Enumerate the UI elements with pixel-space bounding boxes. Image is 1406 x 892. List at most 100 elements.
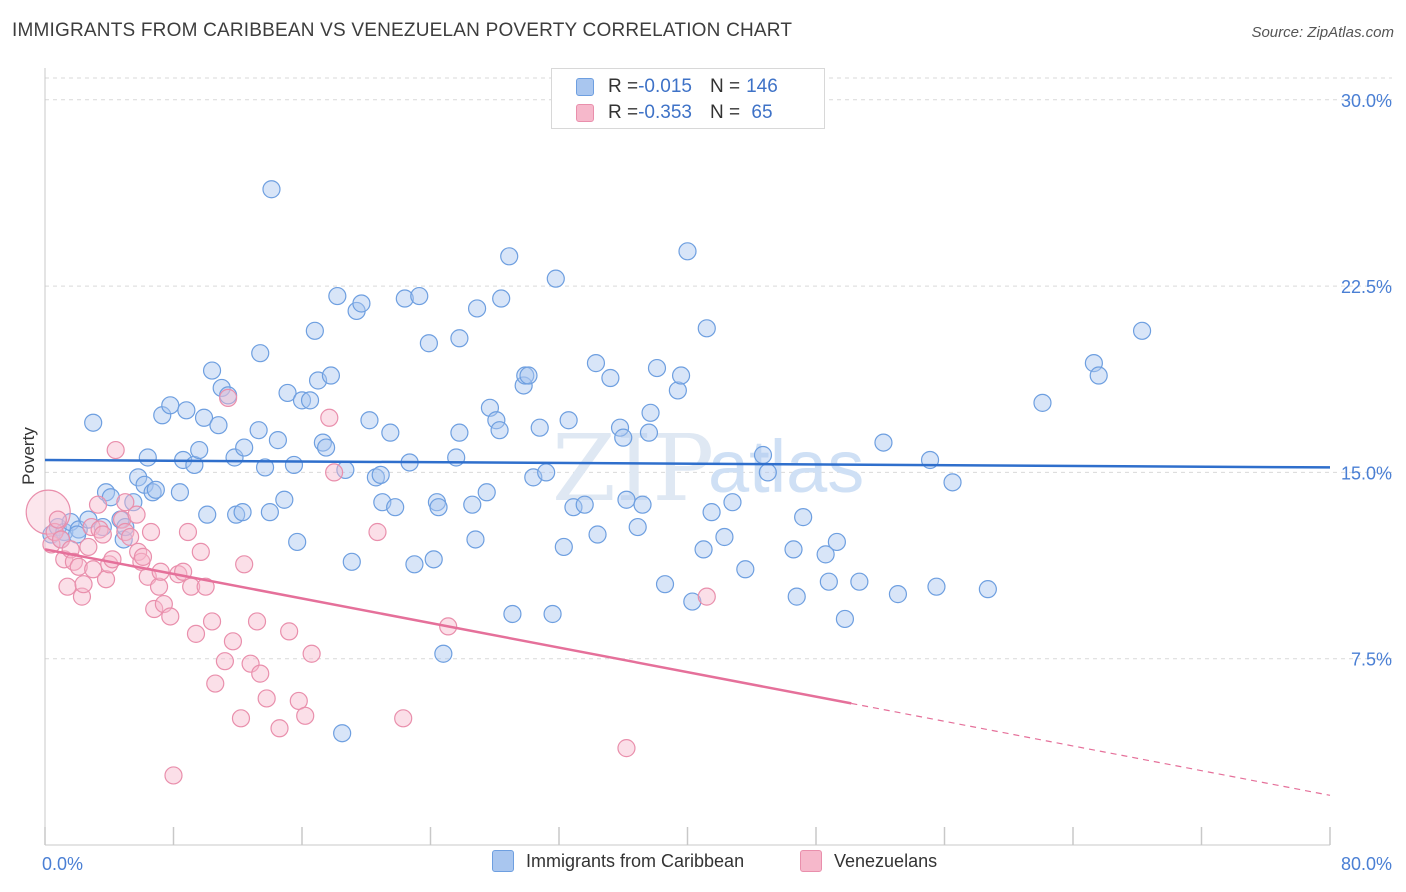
caribbean-point [429, 498, 448, 517]
legend-item-venezuelans: Venezuelans [800, 850, 937, 872]
venezuelan-point [133, 547, 153, 566]
x-tick-label: 80.0% [1341, 854, 1392, 874]
venezuelan-point [79, 537, 98, 557]
caribbean-point [784, 540, 803, 559]
legend-label: Venezuelans [834, 850, 938, 871]
caribbean-point [190, 440, 209, 460]
caribbean-point [787, 587, 806, 606]
venezuelan-point [302, 644, 321, 663]
caribbean-point [543, 604, 562, 624]
caribbean-point [129, 468, 148, 487]
caribbean-point [492, 289, 511, 308]
caribbean-point [395, 289, 414, 308]
n-label: N = [709, 102, 741, 123]
caribbean-point [386, 498, 405, 517]
legend-swatch-pink [576, 104, 594, 122]
caribbean-point [633, 495, 652, 514]
caribbean-point [278, 383, 297, 403]
caribbean-point [170, 483, 190, 502]
venezuelan-point [231, 709, 251, 728]
caribbean-point [628, 517, 647, 537]
y-tick-label: 7.5% [1351, 650, 1392, 670]
caribbean-point [888, 585, 908, 604]
venezuelan-point [241, 654, 260, 673]
caribbean-point [816, 545, 835, 564]
venezuelan-point [121, 527, 140, 547]
caribbean-point [588, 525, 607, 544]
caribbean-point [827, 532, 846, 552]
caribbean-point [477, 483, 496, 502]
caribbean-point [342, 552, 361, 571]
venezuelan-point [149, 577, 169, 596]
caribbean-point [683, 592, 702, 611]
venezuelan-point [106, 440, 125, 460]
caribbean-point [1132, 321, 1152, 340]
venezuelan-point [186, 624, 206, 643]
caribbean-point [450, 329, 469, 348]
series-caribbean-points [42, 180, 1152, 743]
caribbean-point [736, 560, 755, 579]
caribbean-point [161, 396, 180, 415]
caribbean-point [614, 428, 633, 447]
caribbean-point [978, 580, 997, 599]
venezuelan-point [96, 570, 116, 589]
venezuelan-trend-line [44, 548, 852, 705]
caribbean-point [601, 368, 620, 388]
caribbean-point [321, 366, 341, 385]
caribbean-point [463, 495, 482, 514]
legend-label: Immigrants from Caribbean [526, 850, 745, 871]
venezuelan-point [206, 674, 225, 693]
venezuelan-point [178, 522, 198, 542]
venezuelan-point [202, 612, 222, 631]
y-tick-label: 15.0% [1341, 463, 1392, 483]
caribbean-point [450, 423, 469, 442]
venezuelan-point [127, 505, 146, 524]
venezuelan-point [394, 709, 413, 728]
legend-swatch-pink [800, 850, 822, 872]
caribbean-point [697, 319, 716, 338]
venezuelan-point [69, 557, 88, 576]
caribbean-point [671, 366, 691, 385]
venezuelan-point [48, 510, 67, 529]
caribbean-point [723, 493, 742, 512]
caribbean-point [794, 508, 813, 527]
venezuelan-point [161, 607, 180, 626]
caribbean-point [194, 408, 214, 427]
venezuelan-point [88, 495, 108, 514]
caribbean-point [255, 458, 275, 477]
caribbean-point [371, 465, 390, 484]
series-legend: Immigrants from Caribbean Venezuelans [0, 850, 1406, 878]
venezuelan-point [74, 575, 93, 594]
venezuelan-point [247, 612, 267, 631]
caribbean-point [381, 423, 400, 442]
caribbean-point [850, 572, 869, 591]
n-label: N = [709, 76, 741, 97]
venezuelan-point [251, 664, 270, 683]
caribbean-point [564, 498, 583, 517]
caribbean-point [519, 366, 538, 385]
caribbean-point [288, 532, 307, 552]
caribbean-point [559, 411, 578, 430]
legend-row-venezuelan: R = -0.353 N = 65 [576, 101, 773, 125]
venezuelan-point [257, 689, 276, 708]
legend-swatch-blue [492, 850, 514, 872]
caribbean-point [503, 604, 522, 624]
caribbean-point [410, 286, 429, 306]
caribbean-point [835, 609, 855, 629]
caribbean-point [260, 503, 279, 522]
caribbean-point [668, 381, 687, 400]
caribbean-point [405, 555, 424, 574]
tick-labels: 7.5% 15.0% 22.5% 30.0% 0.0% 80.0% [42, 91, 1392, 874]
caribbean-point [262, 180, 281, 199]
caribbean-point [1033, 393, 1052, 412]
venezuelan-point [617, 739, 636, 758]
n-value: 146 [746, 76, 778, 97]
venezuelan-point [697, 587, 716, 606]
axes [44, 68, 1331, 846]
caribbean-point [333, 724, 352, 743]
caribbean-point [500, 247, 519, 266]
venezuelan-point [219, 388, 238, 407]
caribbean-point [235, 438, 254, 457]
legend-row-caribbean: R = -0.015 N = 146 [576, 75, 778, 99]
